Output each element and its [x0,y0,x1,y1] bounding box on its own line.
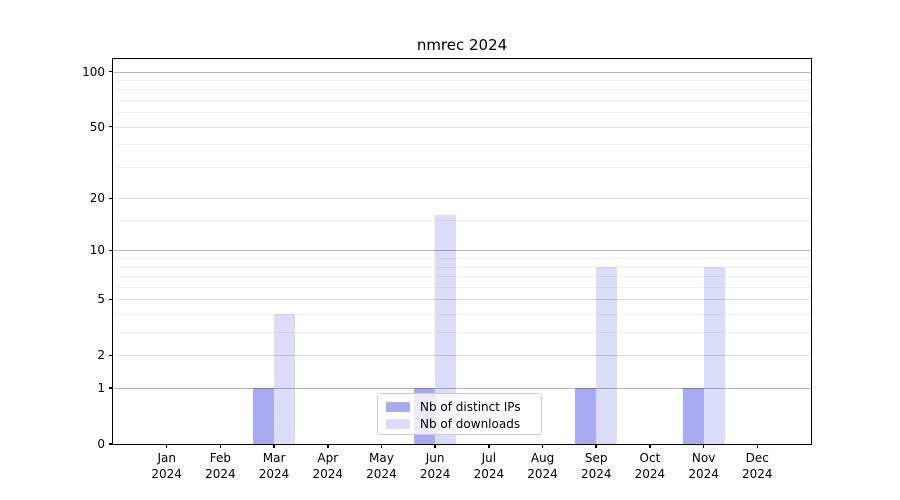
gridline-5 [113,299,811,301]
x-tick-label-feb: Feb 2024 [205,451,236,481]
x-tick-label-aug: Aug 2024 [527,451,558,481]
x-tick-label-jun: Jun 2024 [419,451,451,481]
legend-swatch-downloads [386,418,410,429]
y-tick-mark [109,387,113,389]
y-tick-label-50: 50 [89,119,105,134]
gridline-1 [113,388,811,390]
gridline-10 [113,250,811,252]
gridline-30 [113,166,811,168]
y-tick-mark [109,125,113,128]
y-tick-label-20: 20 [89,191,105,206]
x-tick-mark [488,444,490,448]
bar-ips-nov [682,388,704,444]
x-tick-label-sep: Sep 2024 [580,451,612,481]
bar-downloads-sep [596,266,618,444]
bar-ips-sep [575,388,597,444]
plot-area: Nb of distinct IPs Nb of downloads [113,59,811,444]
y-tick-mark [109,70,113,73]
x-tick-mark [595,444,597,448]
legend: Nb of distinct IPs Nb of downloads [377,393,542,435]
y-tick-label-0: 0 [97,437,105,451]
legend-swatch-ips [386,401,410,412]
chart-title: nmrec 2024 [416,36,508,54]
x-tick-mark [541,444,544,448]
legend-item-distinct-ips: Nb of distinct IPs [386,398,533,415]
x-tick-label-oct: Oct 2024 [634,451,666,481]
bar-downloads-mar [274,314,296,444]
gridline-2 [113,355,811,357]
bar-downloads-jun [435,215,457,444]
y-tick-label-5: 5 [97,292,105,307]
gridline-9 [113,258,811,260]
gridline-4 [113,314,811,316]
y-tick-label-100: 100 [82,64,105,79]
x-tick-mark [327,444,329,448]
y-tick-mark [109,298,113,301]
x-tick-label-mar: Mar 2024 [258,451,290,481]
y-tick-label-2: 2 [97,348,105,363]
gridline-8 [113,266,811,268]
bar-downloads-nov [703,266,725,444]
y-tick-label-10: 10 [89,243,105,258]
bar-ips-mar [253,388,275,444]
y-tick-mark [109,354,113,357]
x-tick-mark [273,444,275,448]
legend-label-ips: Nb of distinct IPs [420,399,521,414]
gridline-7 [113,276,811,278]
gridline-60 [113,112,811,114]
y-tick-mark [109,249,113,252]
y-tick-label-1: 1 [97,381,105,396]
x-tick-label-jul: Jul 2024 [473,451,505,481]
gridline-20 [113,198,811,200]
gridline-15 [113,220,811,222]
y-tick-mark [109,197,113,200]
gridline-40 [113,144,811,146]
x-tick-label-dec: Dec 2024 [742,451,773,481]
gridline-50 [113,126,811,128]
x-tick-mark [434,444,436,448]
x-tick-mark [219,444,222,448]
gridline-80 [113,89,811,91]
gridline-100 [113,71,811,73]
x-tick-label-jan: Jan 2024 [151,451,182,481]
x-tick-mark [756,444,759,448]
x-tick-label-may: May 2024 [366,451,397,481]
x-tick-mark [165,444,168,448]
x-tick-mark [380,444,383,448]
gridline-90 [113,79,811,81]
x-tick-label-nov: Nov 2024 [688,451,719,481]
legend-item-downloads: Nb of downloads [386,415,533,432]
x-tick-mark [702,444,705,448]
gridline-6 [113,286,811,288]
legend-label-downloads: Nb of downloads [420,416,521,431]
x-tick-label-apr: Apr 2024 [312,451,344,481]
gridline-3 [113,332,811,334]
x-tick-mark [649,444,651,448]
y-tick-mark [109,443,113,445]
gridline-70 [113,99,811,101]
